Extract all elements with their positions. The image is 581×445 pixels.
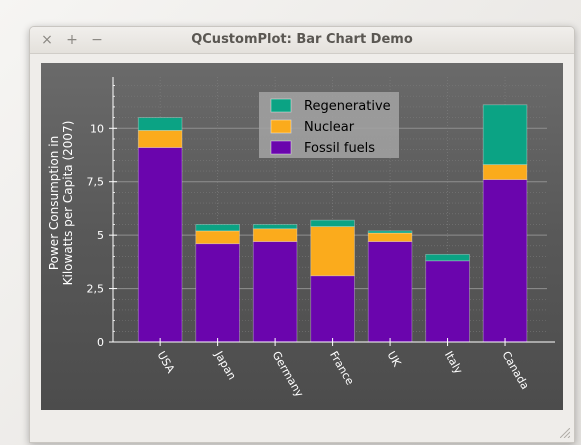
app-window: × + − QCustomPlot: Bar Chart Demo 0 2,5 5 7… <box>29 26 575 443</box>
maximize-window-button[interactable]: + <box>63 31 81 49</box>
window-title: QCustomPlot: Bar Chart Demo <box>191 32 413 47</box>
bar-regenerative-japan <box>195 224 240 232</box>
legend-swatch-regenerative <box>270 98 292 113</box>
y-tick-label: 7,5 <box>87 176 105 189</box>
y-tick-label: 5 <box>97 229 104 242</box>
resize-grip-icon[interactable] <box>560 428 570 438</box>
close-icon: × <box>41 32 53 48</box>
bar-nuclear-japan <box>195 230 240 245</box>
close-window-button[interactable]: × <box>38 31 56 49</box>
window-titlebar[interactable]: × + − QCustomPlot: Bar Chart Demo <box>30 27 574 54</box>
legend-swatch-nuclear <box>270 119 292 134</box>
bar-fossil-fuels-usa <box>137 147 183 343</box>
bar-chart-svg: 0 2,5 5 7,5 10 USA Japan Germany France UK Italy Ca… <box>47 77 555 400</box>
x-tick-label: Japan <box>212 348 239 382</box>
legend-swatch-fossil-fuels <box>270 140 292 155</box>
bar-chart-plot[interactable]: 0 2,5 5 7,5 10 USA Japan Germany France UK Italy Ca… <box>41 63 563 410</box>
x-tick-label: UK <box>384 349 403 369</box>
chart-legend: Regenerative Nuclear Fossil fuels <box>259 92 399 158</box>
x-tick-label: Canada <box>499 349 531 392</box>
x-tick-label: USA <box>155 349 178 376</box>
bar-fossil-fuels-uk <box>367 241 413 343</box>
y-tick-label: 10 <box>90 122 104 135</box>
x-tick-label: France <box>327 349 357 387</box>
bar-regenerative-france <box>310 219 355 227</box>
bar-fossil-fuels-italy <box>425 260 470 343</box>
minimize-icon: − <box>91 32 103 48</box>
bar-regenerative-canada <box>482 104 528 166</box>
bar-nuclear-canada <box>482 164 528 180</box>
y-tick-label: 2,5 <box>87 283 105 296</box>
bar-regenerative-italy <box>425 253 470 262</box>
bar-fossil-fuels-france <box>310 275 355 343</box>
x-tick-label: Italy <box>442 349 465 377</box>
y-axis-label-line2: Kilowatts per Capita (2007) <box>61 121 75 286</box>
maximize-icon: + <box>66 32 78 48</box>
bar-fossil-fuels-canada <box>482 179 528 343</box>
y-tick-label: 0 <box>97 336 104 349</box>
x-tick-label: Germany <box>270 349 307 400</box>
y-axis-label-line1: Power Consumption in <box>47 136 61 270</box>
bars-layer <box>137 104 528 343</box>
bar-regenerative-usa <box>137 117 183 131</box>
bar-nuclear-germany <box>252 228 298 242</box>
bar-regenerative-uk <box>367 230 413 234</box>
legend-label-nuclear: Nuclear <box>304 120 355 135</box>
minimize-window-button[interactable]: − <box>88 31 106 49</box>
bar-fossil-fuels-germany <box>252 241 298 343</box>
bar-nuclear-france <box>310 226 355 277</box>
legend-label-fossil-fuels: Fossil fuels <box>304 141 375 156</box>
bar-fossil-fuels-japan <box>195 243 240 343</box>
bar-nuclear-uk <box>367 232 413 242</box>
legend-label-regenerative: Regenerative <box>304 99 391 114</box>
bar-nuclear-usa <box>137 130 183 148</box>
bar-regenerative-germany <box>252 224 298 230</box>
